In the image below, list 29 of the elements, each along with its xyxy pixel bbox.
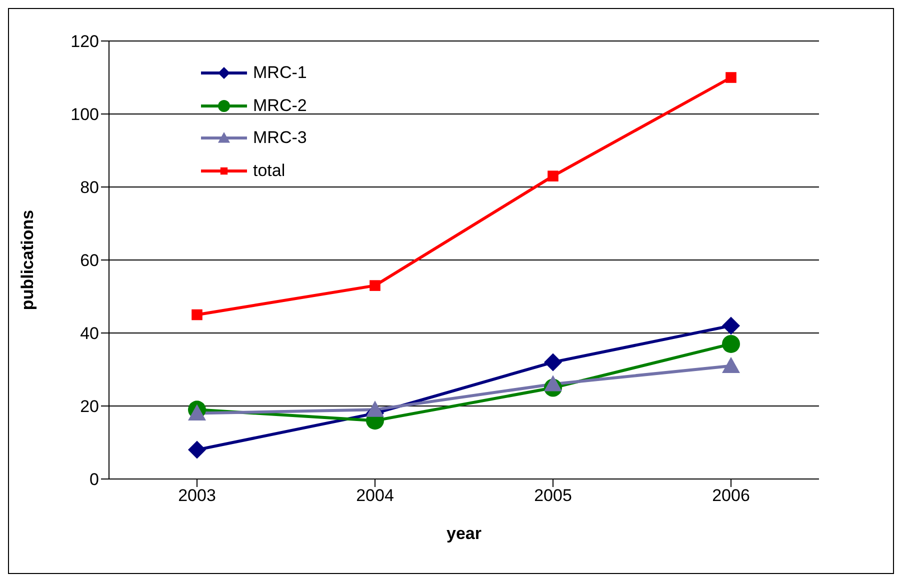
- x-tick-label: 2003: [178, 486, 216, 506]
- x-tick-label: 2004: [356, 486, 394, 506]
- y-tick-label: 120: [70, 32, 99, 52]
- x-axis-title: year: [446, 524, 482, 543]
- point: [726, 72, 736, 83]
- point: [188, 404, 206, 420]
- point: [370, 280, 380, 291]
- x-tick-label: 2006: [712, 486, 750, 506]
- point: [366, 400, 384, 417]
- legend-label: MRC-2: [253, 96, 307, 116]
- point: [722, 356, 740, 374]
- y-tick-label: 100: [70, 105, 99, 124]
- legend-label: total: [253, 160, 286, 181]
- legend-label: MRC-1: [253, 63, 307, 84]
- y-tick-label: 40: [80, 324, 99, 344]
- y-tick-label: 60: [80, 251, 99, 270]
- y-axis-title: publications: [18, 210, 38, 310]
- point: [548, 170, 558, 182]
- y-tick-label: 80: [80, 178, 99, 198]
- point: [544, 375, 562, 392]
- point: [722, 316, 740, 335]
- point: [188, 440, 206, 459]
- point: [722, 334, 740, 353]
- point: [192, 309, 202, 320]
- point: [544, 353, 562, 372]
- legend-label: MRC-3: [253, 128, 307, 148]
- x-tick-label: 2005: [534, 486, 572, 506]
- y-tick-label: 0: [90, 470, 99, 490]
- y-tick-label: 20: [80, 397, 99, 416]
